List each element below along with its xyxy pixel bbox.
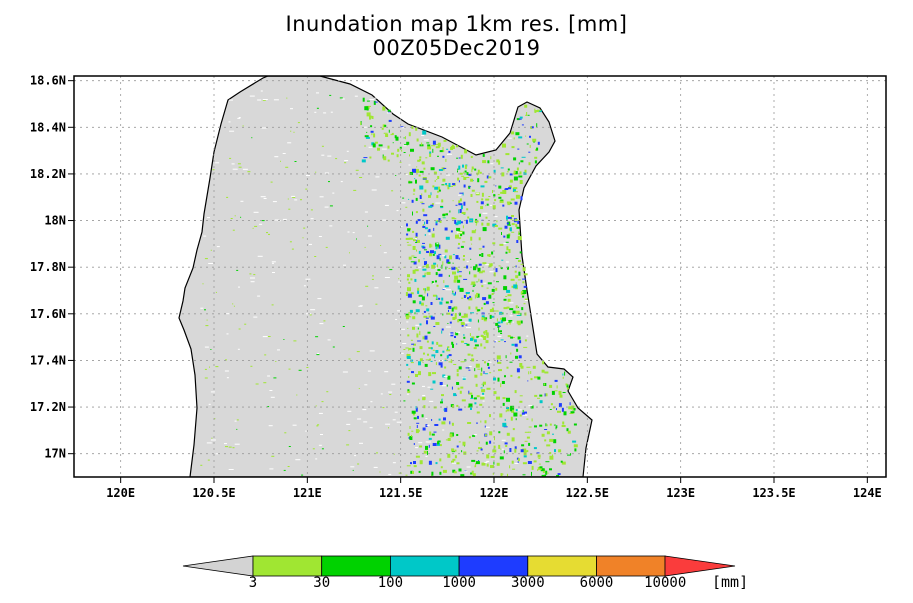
legend-color-box: [252, 555, 323, 577]
y-tick-label: 17N: [44, 447, 66, 461]
legend-color-box: [321, 555, 391, 577]
legend-arrow-left: [182, 555, 254, 577]
y-tick-label: 17.8N: [30, 260, 66, 274]
plot-frame: [73, 75, 887, 478]
map-title: Inundation map 1km res. [mm]: [285, 12, 628, 36]
x-tick-label: 120.5E: [192, 486, 235, 500]
legend-label: 3000: [511, 575, 545, 591]
map-area: [74, 76, 886, 477]
x-tick-label: 124E: [853, 486, 882, 500]
x-tick-label: 122.5E: [566, 486, 609, 500]
y-tick-label: 18.4N: [30, 120, 66, 134]
legend-label: 3: [249, 575, 257, 591]
legend-unit: [mm]: [712, 573, 748, 591]
legend-label: 6000: [580, 575, 614, 591]
y-tick-label: 17.6N: [30, 307, 66, 321]
inundation-pixels: [200, 90, 578, 477]
x-tick-label: 120E: [106, 486, 135, 500]
y-tick-label: 17.2N: [30, 400, 66, 414]
grid-lines: [74, 76, 886, 477]
y-tick-label: 18.6N: [30, 74, 66, 88]
x-tick-label: 123E: [666, 486, 695, 500]
y-axis: 18.6N 18.4N 18.2N 18N 17.8N 17.6N 17.4N 17.2N 17…: [30, 74, 74, 461]
legend-label: 30: [313, 575, 330, 591]
legend-color-box: [596, 555, 666, 577]
legend-color-box: [527, 555, 597, 577]
y-tick-label: 17.4N: [30, 353, 66, 367]
x-axis: 120E 120.5E 121E 121.5E 122E 122.5E 123E 123.5E…: [106, 477, 882, 500]
y-tick-label: 18N: [44, 214, 66, 228]
color-legend: 3 30 100 1000 3000 6000 10000 [mm]: [182, 555, 748, 591]
legend-label: 1000: [442, 575, 476, 591]
legend-color-box: [389, 555, 460, 577]
x-tick-label: 121E: [293, 486, 322, 500]
legend-label: 10000: [644, 575, 686, 591]
y-tick-label: 18.2N: [30, 167, 66, 181]
x-tick-label: 121.5E: [379, 486, 422, 500]
x-tick-label: 122E: [480, 486, 509, 500]
legend-color-box: [458, 555, 529, 577]
legend-label: 100: [378, 575, 403, 591]
map-subtitle: 00Z05Dec2019: [372, 36, 541, 60]
legend-arrow-right: [664, 555, 736, 577]
x-tick-label: 123.5E: [752, 486, 795, 500]
